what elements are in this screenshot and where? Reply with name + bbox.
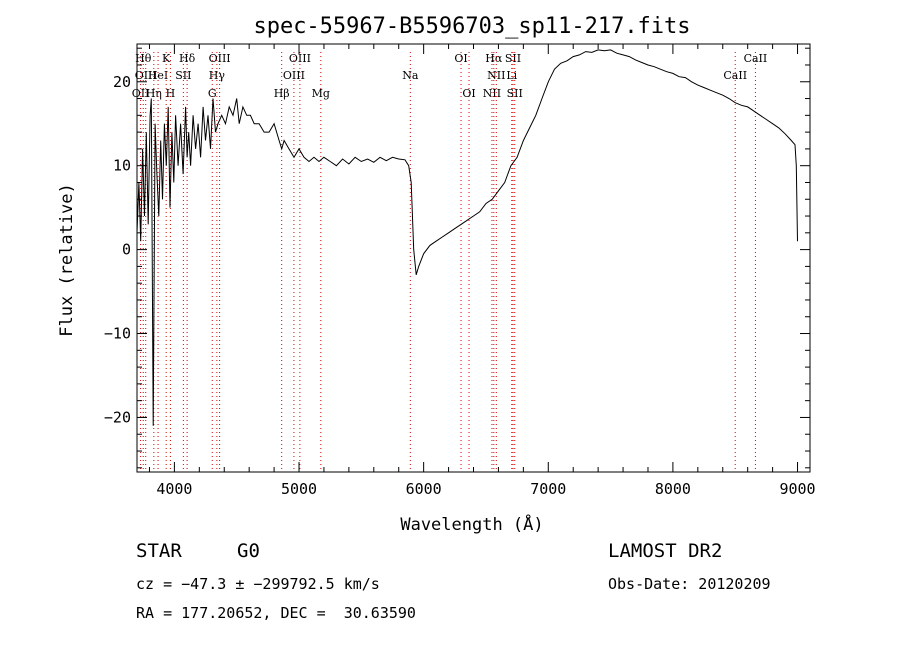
marker-label-2: OIII [135,69,157,82]
y-tick-label-0: −20 [104,408,131,426]
marker-label-25: CaII [723,69,747,82]
marker-label-11: OIII [209,52,231,65]
axes: 4000 5000 6000 7000 8000 9000 −20 −10 0 10 20 [104,44,816,498]
marker-label-12: Hβ [274,87,290,100]
marker-label-21: NII [487,69,505,82]
x-tick-label-5: 9000 [779,480,815,498]
spectrum-series-0 [136,49,798,426]
marker-label-17: OI [454,52,467,65]
marker-label-22: Li [506,69,517,82]
marker-label-0: OII [132,87,150,100]
marker-label-1: Hθ [135,52,152,65]
marker-label-13: OIII [283,69,305,82]
marker-label-3: Hη [146,87,162,100]
marker-label-4: HeI [148,69,168,82]
x-tick-label-4: 8000 [655,480,691,498]
y-axis-label: Flux (relative) [57,183,77,337]
marker-label-10: Hγ [209,69,226,82]
marker-label-5: K [162,52,171,65]
x-tick-label-3: 7000 [530,480,566,498]
x-tick-label-2: 6000 [406,480,442,498]
x-axis-label: Wavelength (Å) [400,513,543,535]
plot-area [136,43,811,473]
spectral-class: STAR [136,540,182,562]
spectral-subclass: G0 [237,540,260,562]
marker-label-24: SII [507,87,523,100]
marker-label-15: Mg [312,87,330,100]
y-tick-label-2: 0 [122,241,131,259]
chart-title: spec-55967-B5596703_sp11-217.fits [253,14,690,39]
line-markers: OII Hθ OIII Hη HeI K H SII Hδ G Hγ OIII Hβ OIII OIII Mg… [132,52,767,472]
marker-label-14: OIII [289,52,311,65]
marker-label-7: SII [175,69,191,82]
marker-label-6: H [166,87,176,100]
y-tick-label-3: 10 [113,157,131,175]
x-tick-label-0: 4000 [156,480,192,498]
obs-date: Obs-Date: 20120209 [608,575,771,593]
marker-label-18: OI [462,87,475,100]
marker-label-19: NII [483,87,501,100]
marker-label-16: Na [402,69,419,82]
x-tick-label-1: 5000 [281,480,317,498]
coordinates: RA = 177.20652, DEC = 30.63590 [136,604,416,622]
survey-name: LAMOST DR2 [608,540,723,562]
redshift-readout: cz = −47.3 ± −299792.5 km/s [136,575,380,593]
marker-label-23: SII [505,52,521,65]
marker-label-8: Hδ [179,52,196,65]
y-tick-label-1: −10 [104,325,131,343]
y-tick-label-4: 20 [113,73,131,91]
marker-label-9: G [208,87,217,100]
marker-label-26: CaII [744,52,768,65]
marker-label-20: Hα [485,52,503,65]
